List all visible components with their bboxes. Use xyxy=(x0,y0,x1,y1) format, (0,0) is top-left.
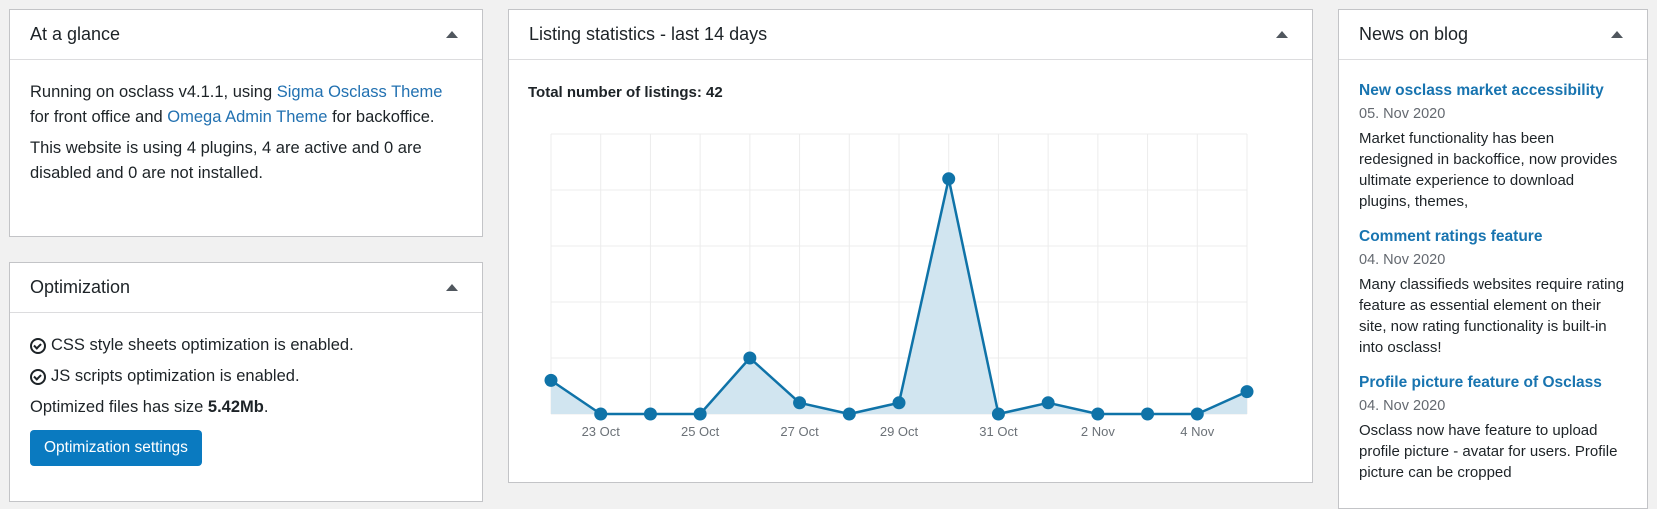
news-title-link[interactable]: Comment ratings feature xyxy=(1359,228,1543,245)
version-info: Running on osclass v4.1.1, using Sigma O… xyxy=(30,83,443,126)
x-tick-label: 2 Nov xyxy=(1081,424,1115,439)
data-point xyxy=(842,407,856,421)
chevron-up-icon xyxy=(446,31,458,38)
chevron-up-icon xyxy=(1276,31,1288,38)
check-circle-icon xyxy=(30,368,46,385)
x-tick-label: 31 Oct xyxy=(979,424,1018,439)
data-point xyxy=(1041,396,1055,410)
front-theme-link[interactable]: Sigma Osclass Theme xyxy=(276,83,443,101)
collapse-toggle-button[interactable] xyxy=(1607,25,1627,45)
js-status-row: JS scripts optimization is enabled. xyxy=(30,364,462,389)
optimized-size: Optimized files has size 5.42Mb. xyxy=(30,398,269,416)
css-status-row: CSS style sheets optimization is enabled… xyxy=(30,333,462,358)
data-point xyxy=(1240,385,1254,399)
collapse-toggle-button[interactable] xyxy=(1272,25,1292,45)
chevron-up-icon xyxy=(446,284,458,291)
panel-header: Optimization xyxy=(10,263,482,313)
news-item: Comment ratings feature 04. Nov 2020 Man… xyxy=(1359,226,1627,358)
collapse-toggle-button[interactable] xyxy=(442,25,462,45)
data-point xyxy=(743,351,757,365)
check-circle-icon xyxy=(30,337,46,354)
news-excerpt: Many classifieds websites require rating… xyxy=(1359,276,1625,356)
panel-title: Listing statistics - last 14 days xyxy=(529,24,768,44)
data-point xyxy=(1141,407,1155,421)
panel-header: At a glance xyxy=(10,10,482,60)
optimization-settings-button[interactable]: Optimization settings xyxy=(30,430,202,466)
panel-title: Optimization xyxy=(30,277,131,297)
chevron-up-icon xyxy=(1611,31,1623,38)
data-point xyxy=(544,373,558,387)
data-point xyxy=(643,407,657,421)
data-point xyxy=(693,407,707,421)
x-tick-label: 29 Oct xyxy=(880,424,919,439)
data-point xyxy=(991,407,1005,421)
news-excerpt: Osclass now have feature to upload profi… xyxy=(1359,422,1618,481)
data-point xyxy=(892,396,906,410)
news-title-link[interactable]: Profile picture feature of Osclass xyxy=(1359,374,1602,391)
x-tick-label: 23 Oct xyxy=(582,424,621,439)
news-title-link[interactable]: New osclass market accessibility xyxy=(1359,82,1604,99)
news-date: 05. Nov 2020 xyxy=(1359,106,1446,122)
news-date: 04. Nov 2020 xyxy=(1359,398,1446,414)
plugins-info: This website is using 4 plugins, 4 are a… xyxy=(30,139,422,182)
news-item: Profile picture feature of Osclass 04. N… xyxy=(1359,372,1627,483)
listing-statistics-panel: Listing statistics - last 14 days Total … xyxy=(508,9,1313,483)
data-point xyxy=(793,396,807,410)
panel-header: News on blog xyxy=(1339,10,1647,60)
data-point xyxy=(1190,407,1204,421)
panel-title: At a glance xyxy=(30,24,121,44)
news-date: 04. Nov 2020 xyxy=(1359,252,1446,268)
x-tick-label: 27 Oct xyxy=(780,424,819,439)
x-tick-label: 25 Oct xyxy=(681,424,720,439)
admin-theme-link[interactable]: Omega Admin Theme xyxy=(167,108,328,126)
optimization-panel: Optimization CSS style sheets optimizati… xyxy=(9,262,483,502)
panel-title: News on blog xyxy=(1359,24,1469,44)
data-point xyxy=(942,172,956,186)
panel-header: Listing statistics - last 14 days xyxy=(509,10,1312,60)
news-panel: News on blog New osclass market accessib… xyxy=(1338,9,1648,509)
x-tick-label: 4 Nov xyxy=(1180,424,1214,439)
news-excerpt: Market functionality has been redesigned… xyxy=(1359,130,1618,210)
news-item: New osclass market accessibility 05. Nov… xyxy=(1359,80,1627,212)
collapse-toggle-button[interactable] xyxy=(442,278,462,298)
data-point xyxy=(1091,407,1105,421)
data-point xyxy=(594,407,608,421)
listings-chart: 23 Oct 25 Oct 27 Oct 29 Oct 31 Oct 2 Nov 4 Nov xyxy=(544,133,1254,439)
at-a-glance-panel: At a glance Running on osclass v4.1.1, u… xyxy=(9,9,483,237)
total-listings-label: Total number of listings: 42 xyxy=(528,84,723,101)
